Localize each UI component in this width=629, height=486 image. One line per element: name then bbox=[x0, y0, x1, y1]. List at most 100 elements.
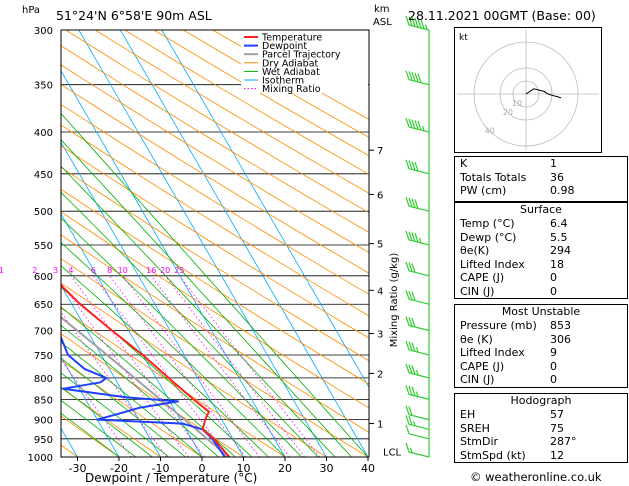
wind-barb bbox=[405, 196, 430, 212]
surface-row: θe(K) 294 bbox=[455, 244, 627, 258]
pressure-tick-label: 650 bbox=[34, 300, 53, 311]
wet-adiabat-line bbox=[61, 341, 203, 457]
surface-title: Surface bbox=[520, 203, 562, 216]
x-tick-label: 20 bbox=[278, 462, 292, 475]
dry-adiabat-line bbox=[61, 234, 369, 433]
hodograph-stat-label: StmSpd (kt) bbox=[460, 448, 526, 462]
pressure-tick-label: 700 bbox=[34, 327, 53, 338]
index-row: Totals Totals 36 bbox=[455, 171, 627, 185]
mixing-ratio-line bbox=[61, 358, 132, 457]
surface-value: 0 bbox=[550, 284, 557, 298]
mixing-ratio-label: 3 bbox=[53, 266, 58, 275]
km-tick-label: 3 bbox=[377, 330, 383, 341]
x-tick-label: -30 bbox=[69, 462, 87, 475]
wet-adiabat-line bbox=[61, 265, 269, 457]
isotherm-line bbox=[61, 141, 244, 457]
dry-adiabat-line bbox=[61, 145, 369, 339]
hodograph-ring-label: 10 bbox=[512, 99, 522, 108]
most-unstable-title: Most Unstable bbox=[501, 305, 581, 318]
x-tick-label: -10 bbox=[152, 462, 170, 475]
hodograph-stat-label: SREH bbox=[460, 421, 490, 435]
isotherm-line bbox=[61, 356, 120, 457]
wind-barb bbox=[405, 117, 430, 133]
mixing-ratio-label: 2 bbox=[32, 266, 37, 275]
surface-label: CAPE (J) bbox=[460, 271, 505, 284]
wet-adiabat-line bbox=[61, 324, 219, 457]
index-label: PW (cm) bbox=[460, 184, 507, 197]
wind-barb bbox=[405, 415, 430, 430]
mixing-ratio-line bbox=[109, 275, 246, 457]
wind-barb bbox=[405, 70, 430, 86]
hodograph-trace bbox=[525, 88, 562, 99]
index-value: 0.98 bbox=[550, 184, 575, 197]
wet-adiabat-line bbox=[61, 372, 170, 457]
dry-adiabat-line bbox=[61, 103, 369, 295]
pressure-unit: hPa bbox=[22, 5, 40, 16]
axis-labels: 3003504004505005506006507007508008509009… bbox=[0, 26, 375, 475]
mixing-ratio-line bbox=[179, 275, 321, 457]
pressure-tick-label: 850 bbox=[34, 395, 53, 406]
mixing-ratio-line bbox=[150, 275, 291, 457]
surface-panel: Surface Temp (°C) 6.4 Dewp (°C) 5.5 θe(K) 294… bbox=[454, 202, 628, 299]
wet-adiabat-line bbox=[61, 412, 120, 457]
legend-label: Mixing Ratio bbox=[262, 84, 321, 95]
x-tick-label: 30 bbox=[320, 462, 334, 475]
most-unstable-label: CIN (J) bbox=[460, 373, 495, 386]
mixing-ratio-label: 4 bbox=[68, 266, 73, 275]
most-unstable-label: CAPE (J) bbox=[460, 359, 505, 373]
x-tick-label: 0 bbox=[199, 462, 206, 475]
wet-adiabat-line bbox=[61, 386, 153, 457]
pressure-tick-label: 450 bbox=[34, 170, 53, 181]
legend-label: Isotherm bbox=[262, 76, 304, 87]
surface-value: 294 bbox=[550, 244, 571, 257]
wind-barbs bbox=[405, 15, 430, 458]
surface-row: Dewp (°C) 5.5 bbox=[455, 231, 627, 245]
pressure-tick-label: 1000 bbox=[28, 453, 53, 464]
wind-barb bbox=[405, 442, 430, 458]
hodograph-stats-title: Hodograph bbox=[510, 394, 572, 407]
footer-credit: © weatheronline.co.uk bbox=[470, 470, 602, 484]
pressure-tick-label: 750 bbox=[34, 351, 53, 362]
wind-barb bbox=[405, 424, 430, 440]
wet-adiabat-line bbox=[61, 357, 186, 457]
mixing-ratio-label: 1 bbox=[0, 266, 4, 275]
hodograph-stat-value: 12 bbox=[550, 448, 564, 462]
km-tick-label: 6 bbox=[377, 190, 383, 201]
most-unstable-value: 9 bbox=[550, 346, 557, 359]
hodograph-stat-value: 57 bbox=[550, 408, 564, 421]
legend-label: Dewpoint bbox=[262, 41, 307, 52]
pressure-tick-label: 550 bbox=[34, 241, 53, 252]
dry-adiabat-line bbox=[94, 30, 369, 194]
wind-barb bbox=[405, 261, 430, 277]
wind-barb bbox=[405, 159, 430, 175]
wet-adiabat-line bbox=[61, 242, 286, 457]
wind-barb bbox=[405, 363, 430, 379]
dry-adiabat-line bbox=[61, 124, 369, 317]
hodograph-stat-row: StmSpd (kt) 12 bbox=[455, 449, 627, 463]
surface-row: Temp (°C) 6.4 bbox=[455, 217, 627, 231]
surface-label: Lifted Index bbox=[460, 257, 525, 271]
height-unit-asl: ASL bbox=[373, 17, 392, 28]
most-unstable-row: Pressure (mb) 853 bbox=[455, 319, 627, 333]
surface-value: 5.5 bbox=[550, 230, 568, 244]
most-unstable-row: CAPE (J) 0 bbox=[455, 360, 627, 374]
wet-adiabat-line bbox=[61, 191, 319, 457]
datetime-label: 28.11.2021 00GMT (Base: 00) bbox=[408, 8, 596, 23]
legend-label: Temperature bbox=[261, 33, 322, 44]
dry-adiabat-line bbox=[61, 258, 369, 457]
isotherm-line bbox=[78, 30, 327, 457]
most-unstable-label: Pressure (mb) bbox=[460, 319, 537, 332]
dewpoint-line bbox=[61, 334, 226, 457]
pressure-tick-label: 300 bbox=[34, 26, 53, 37]
most-unstable-value: 306 bbox=[550, 332, 571, 346]
dry-adiabat-line bbox=[65, 30, 369, 214]
isotherm-line bbox=[119, 30, 369, 457]
dry-adiabat-line bbox=[153, 30, 369, 157]
index-value: 36 bbox=[550, 170, 564, 184]
surface-row: Lifted Index 18 bbox=[455, 258, 627, 272]
surface-value: 0 bbox=[550, 271, 557, 284]
index-value: 1 bbox=[550, 157, 557, 170]
km-tick-label: 2 bbox=[377, 369, 383, 380]
